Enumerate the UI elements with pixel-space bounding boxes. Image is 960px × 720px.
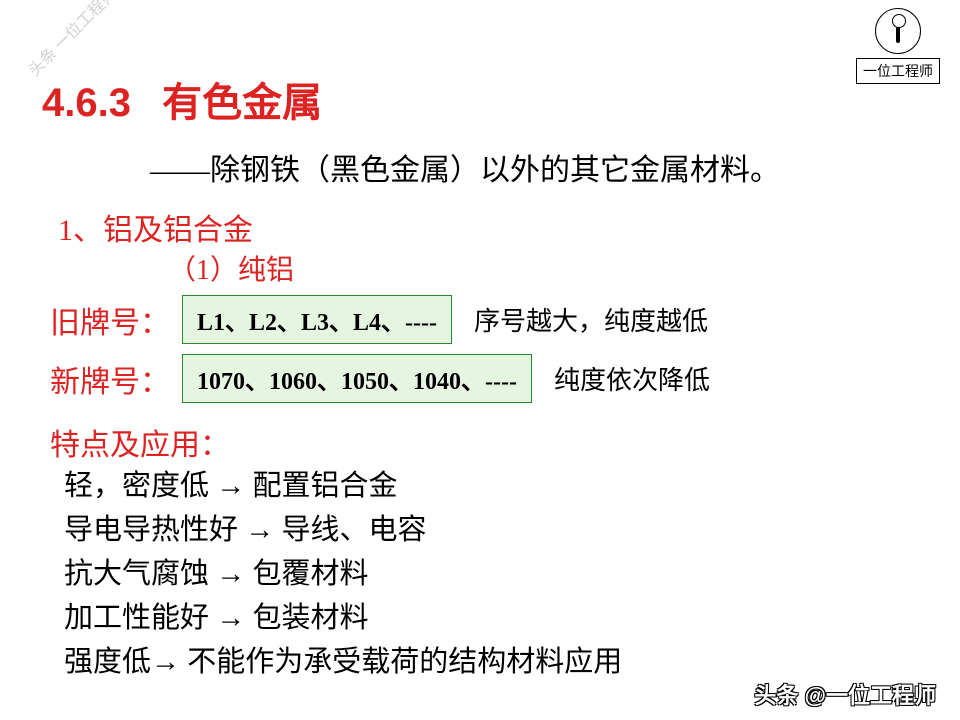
feature-item: 强度低→ 不能作为承受载荷的结构材料应用	[64, 640, 622, 684]
old-grade-note: 序号越大，纯度越低	[474, 301, 708, 338]
new-grade-note: 纯度依次降低	[554, 360, 710, 397]
new-grade-label: 新牌号：	[50, 357, 170, 401]
feature-list: 轻，密度低 → 配置铝合金 导电导热性好 → 导线、电容 抗大气腐蚀 → 包覆材…	[64, 464, 622, 684]
section-title: 4.6.3 有色金属	[42, 70, 322, 128]
feature-title: 特点及应用：	[50, 420, 230, 464]
logo-icon	[875, 8, 921, 54]
section-heading-text: 有色金属	[162, 81, 322, 125]
feature-item: 抗大气腐蚀 → 包覆材料	[64, 552, 622, 596]
logo-label: 一位工程师	[856, 58, 940, 84]
old-grade-row: 旧牌号： L1、L2、L3、L4、---- 序号越大，纯度越低	[50, 295, 708, 344]
subheading-1: 1、铝及铝合金	[58, 205, 253, 249]
feature-item: 加工性能好 → 包装材料	[64, 596, 622, 640]
watermark-top-left: 头条 一位工程师	[22, 0, 121, 80]
new-grade-codes: 1070、1060、1050、1040、----	[182, 354, 532, 403]
section-number: 4.6.3	[42, 81, 131, 125]
subheading-2: （1）纯铝	[168, 248, 294, 288]
new-grade-row: 新牌号： 1070、1060、1050、1040、---- 纯度依次降低	[50, 354, 710, 403]
watermark-bottom-right: 头条 @一位工程师	[754, 678, 936, 710]
logo-area: 一位工程师	[856, 8, 940, 84]
old-grade-codes: L1、L2、L3、L4、----	[182, 295, 452, 344]
feature-item: 轻，密度低 → 配置铝合金	[64, 464, 622, 508]
section-subtitle: ——除钢铁（黑色金属）以外的其它金属材料。	[150, 145, 780, 189]
old-grade-label: 旧牌号：	[50, 298, 170, 342]
feature-item: 导电导热性好 → 导线、电容	[64, 508, 622, 552]
